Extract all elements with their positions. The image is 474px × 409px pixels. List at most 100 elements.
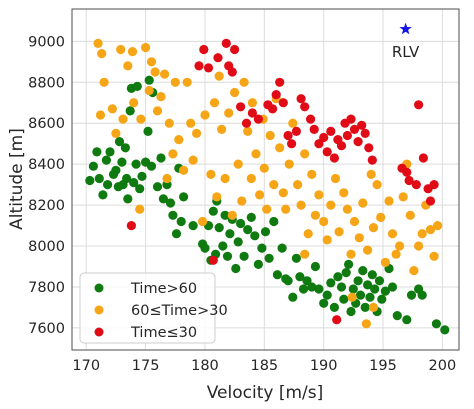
data-point-series-0 (272, 270, 282, 280)
data-point-series-2 (278, 98, 288, 108)
data-point-series-1 (186, 118, 196, 128)
data-point-series-1 (380, 257, 390, 267)
y-tick-labels: 7600 7800 8000 8200 8400 8600 8800 9000 (28, 34, 65, 337)
data-point-series-0 (233, 237, 243, 247)
data-point-series-1 (118, 114, 128, 124)
data-point-series-2 (236, 102, 246, 112)
data-point-series-1 (387, 229, 398, 239)
data-point-series-1 (224, 108, 234, 118)
data-point-series-0 (208, 206, 218, 216)
data-point-series-2 (349, 124, 360, 134)
data-point-series-0 (179, 192, 189, 202)
data-point-series-0 (146, 161, 157, 171)
y-tick-label: 7600 (28, 321, 65, 337)
data-point-series-2 (357, 120, 367, 130)
data-point-series-1 (391, 249, 401, 259)
data-point-series-2 (247, 108, 257, 118)
data-point-series-2 (336, 141, 347, 151)
data-point-series-1 (200, 110, 210, 120)
data-point-series-1 (170, 77, 180, 87)
data-point-series-0 (346, 306, 356, 317)
data-point-series-1 (217, 124, 227, 134)
data-point-series-0 (440, 325, 450, 335)
data-point-series-0 (283, 276, 293, 286)
plot-frame (71, 8, 460, 351)
data-point-series-1 (168, 149, 178, 159)
data-point-series-1 (395, 241, 405, 251)
data-point-series-0 (125, 106, 135, 116)
data-point-series-0 (333, 272, 343, 282)
y-tick-label: 8200 (28, 198, 65, 214)
data-point-series-1 (405, 210, 415, 220)
data-point-series-0 (101, 155, 111, 165)
data-point-series-1 (409, 266, 419, 276)
data-point-series-1 (129, 98, 139, 108)
data-point-series-2 (404, 175, 414, 186)
legend-label-time-under-30: Time≤30 (130, 325, 197, 341)
legend: Time>60 60≤Time>30 Time≤30 (79, 272, 228, 344)
data-point-series-0 (360, 302, 370, 312)
data-point-series-2 (319, 132, 329, 143)
data-point-series-1 (433, 221, 443, 231)
data-point-series-2 (275, 77, 285, 87)
data-point-series-2 (360, 128, 370, 138)
data-point-series-0 (348, 284, 358, 294)
legend-label-time-over-60: Time>60 (130, 281, 197, 297)
data-point-series-1 (376, 212, 386, 222)
y-tick-label: 8400 (28, 157, 65, 173)
legend-marker-red (94, 327, 104, 337)
y-tick-label: 9000 (28, 34, 65, 50)
data-point-series-1 (346, 249, 356, 259)
data-point-series-0 (336, 282, 347, 292)
data-point-series-1 (164, 118, 174, 128)
data-point-series-1 (278, 188, 288, 198)
data-point-series-0 (387, 282, 398, 292)
data-point-series-0 (374, 276, 385, 286)
data-point-series-2 (329, 153, 339, 163)
data-point-series-1 (366, 169, 376, 179)
data-point-series-2 (253, 114, 263, 124)
data-point-series-0 (225, 229, 235, 239)
data-point-series-1 (368, 302, 379, 312)
data-point-series-1 (347, 292, 357, 302)
data-point-series-0 (358, 266, 368, 276)
data-point-series-0 (353, 276, 363, 286)
data-point-series-0 (253, 259, 263, 269)
data-point-series-2 (291, 126, 301, 136)
data-point-series-0 (363, 280, 373, 290)
data-point-series-1 (179, 165, 189, 175)
data-point-series-2 (287, 139, 297, 149)
data-point-series-1 (322, 235, 332, 245)
data-point-series-0 (218, 241, 228, 251)
data-point-series-1 (334, 227, 344, 237)
y-tick-label: 8600 (28, 116, 65, 132)
data-points (85, 38, 450, 335)
data-point-series-0 (257, 243, 267, 253)
data-point-series-0 (295, 272, 305, 282)
data-point-series-0 (329, 302, 339, 312)
data-point-series-2 (364, 143, 374, 153)
data-point-series-0 (269, 216, 279, 227)
data-point-series-0 (239, 251, 249, 261)
data-point-series-0 (402, 315, 412, 325)
data-point-series-2 (208, 255, 218, 265)
data-point-series-1 (255, 190, 265, 200)
data-point-series-1 (339, 188, 349, 198)
data-point-series-0 (214, 223, 224, 233)
data-point-series-2 (346, 114, 356, 124)
data-point-series-2 (241, 118, 252, 128)
data-point-series-1 (156, 92, 166, 102)
data-point-series-0 (231, 263, 241, 274)
data-point-series-1 (220, 173, 230, 184)
data-point-series-1 (300, 249, 310, 259)
data-point-series-1 (284, 159, 294, 169)
data-point-series-0 (88, 161, 98, 171)
data-point-series-1 (152, 106, 163, 116)
data-point-series-0 (431, 319, 441, 329)
data-point-series-0 (310, 261, 320, 272)
legend-marker-orange (94, 305, 104, 315)
data-point-series-0 (171, 229, 182, 239)
data-point-series-2 (230, 44, 240, 55)
data-point-series-1 (275, 143, 285, 153)
data-point-series-0 (132, 81, 142, 91)
